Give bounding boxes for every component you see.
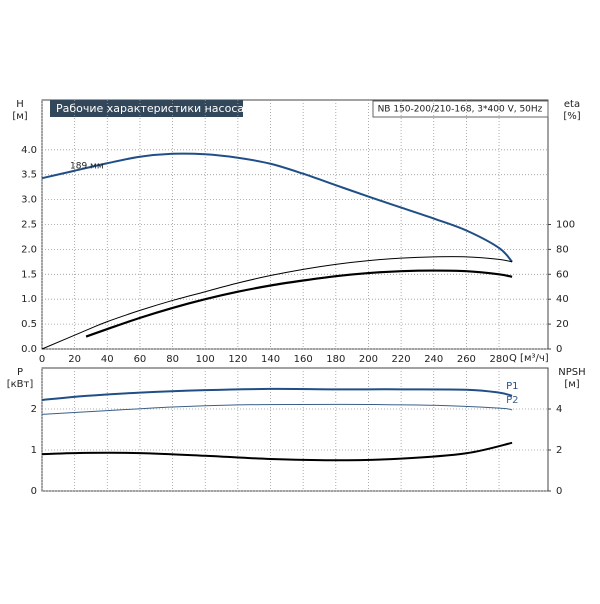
y2-axis-label: NPSH bbox=[558, 367, 585, 378]
series-line bbox=[41, 403, 513, 415]
y-tick-label: 0.5 bbox=[21, 319, 37, 330]
y2-tick-label: 0 bbox=[556, 486, 562, 497]
y2-tick-label: 80 bbox=[556, 244, 569, 255]
x-tick-label: 120 bbox=[228, 354, 247, 365]
x-tick-label: 180 bbox=[326, 354, 345, 365]
y-tick-label: 2 bbox=[31, 404, 37, 415]
y-tick-label: 0.0 bbox=[21, 344, 37, 355]
y-tick-label: 2.0 bbox=[21, 244, 37, 255]
x-tick-label: 160 bbox=[294, 354, 313, 365]
y2-axis-unit: [м] bbox=[564, 379, 579, 390]
x-tick-label: 280 bbox=[489, 354, 508, 365]
y-tick-label: 0 bbox=[31, 486, 37, 497]
title-box bbox=[50, 100, 243, 117]
series-label: P1 bbox=[506, 381, 518, 392]
y2-tick-label: 2 bbox=[556, 445, 562, 456]
series-line bbox=[41, 152, 513, 263]
y-tick-label: 2.5 bbox=[21, 220, 37, 231]
x-tick-label: 100 bbox=[196, 354, 215, 365]
y-axis-unit: [м] bbox=[12, 111, 27, 122]
y-axis-label: P bbox=[17, 367, 23, 378]
chart-title: Рабочие характеристики насоса bbox=[56, 102, 244, 115]
series-line bbox=[41, 256, 513, 350]
x-tick-label: 0 bbox=[39, 354, 45, 365]
x-tick-label: 240 bbox=[424, 354, 443, 365]
y-tick-label: 4.0 bbox=[21, 145, 37, 156]
y2-axis-unit: [%] bbox=[563, 111, 580, 122]
series-line bbox=[41, 441, 513, 462]
y2-tick-label: 4 bbox=[556, 404, 562, 415]
y-tick-label: 3.5 bbox=[21, 170, 37, 181]
y-tick-label: 1.5 bbox=[21, 269, 37, 280]
x-tick-label: 220 bbox=[392, 354, 411, 365]
y-tick-label: 1.0 bbox=[21, 294, 37, 305]
x-tick-label: 260 bbox=[457, 354, 476, 365]
y-tick-label: 1 bbox=[31, 445, 37, 456]
chart-subtitle: NB 150-200/210-168, 3*400 V, 50Hz bbox=[378, 105, 543, 115]
plot-frame bbox=[41, 367, 549, 492]
y-axis-label: H bbox=[16, 99, 24, 110]
y2-tick-label: 60 bbox=[556, 269, 569, 280]
series-line bbox=[41, 387, 513, 401]
x-tick-label: 20 bbox=[68, 354, 81, 365]
x-tick-label: 60 bbox=[134, 354, 147, 365]
series-label: P2 bbox=[506, 395, 518, 406]
x-tick-label: 40 bbox=[101, 354, 114, 365]
y2-tick-label: 40 bbox=[556, 294, 569, 305]
x-tick-label: 140 bbox=[261, 354, 280, 365]
y2-tick-label: 20 bbox=[556, 319, 569, 330]
series-label: 189 мм bbox=[70, 162, 104, 172]
y-tick-label: 3.0 bbox=[21, 195, 37, 206]
y2-tick-label: 0 bbox=[556, 344, 562, 355]
x-tick-label: 80 bbox=[166, 354, 179, 365]
y2-tick-label: 100 bbox=[556, 220, 575, 231]
x-axis-label: Q [м³/ч] bbox=[509, 353, 549, 364]
y-axis-unit: [кВт] bbox=[7, 379, 34, 390]
x-tick-label: 200 bbox=[359, 354, 378, 365]
series-line bbox=[85, 269, 513, 338]
y2-axis-label: eta bbox=[564, 99, 580, 110]
subtitle-box bbox=[372, 100, 549, 118]
